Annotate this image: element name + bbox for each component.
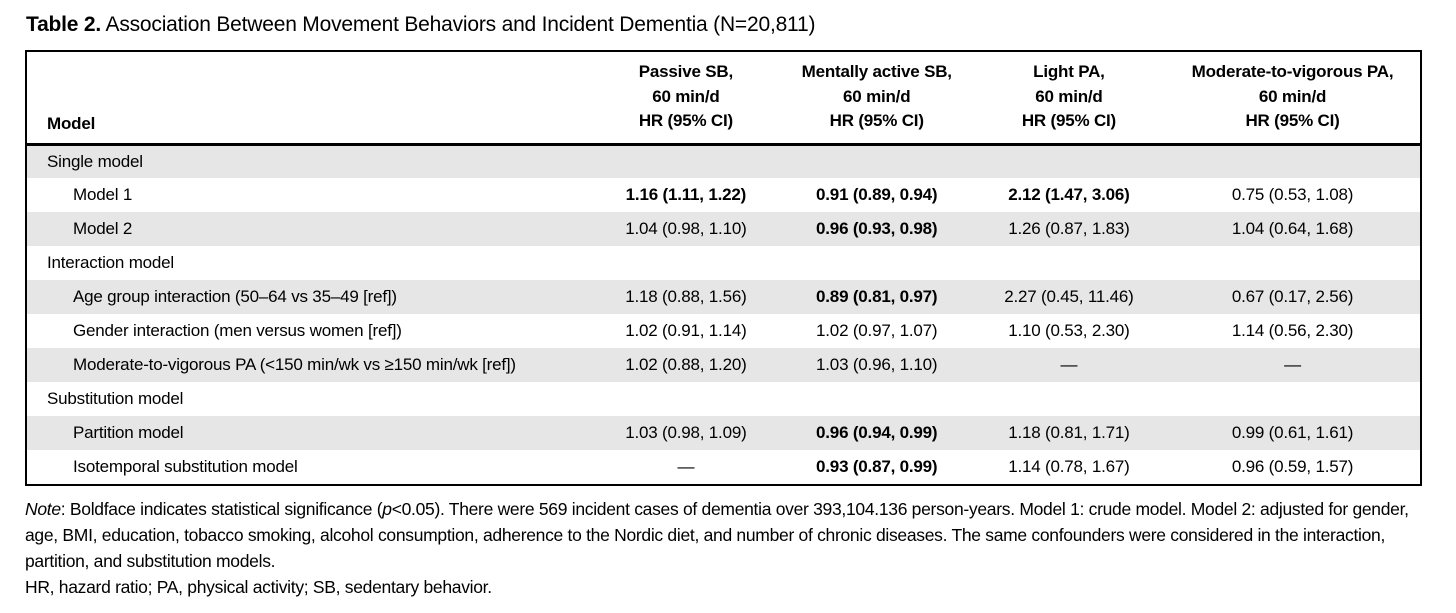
results-table: Model Passive SB, 60 min/d HR (95% CI) M…	[27, 52, 1420, 484]
hr-value: 0.91 (0.89, 0.94)	[816, 185, 938, 205]
hr-value: 1.02 (0.97, 1.07)	[816, 321, 938, 341]
hr-value: 0.96 (0.59, 1.57)	[1231, 457, 1354, 477]
footnote-note: Note: Boldface indicates statistical sig…	[25, 499, 1409, 572]
row-label: Moderate-to-vigorous PA (<150 min/wk vs …	[73, 355, 516, 375]
table-row-gender-interaction: Gender interaction (men versus women [re…	[27, 314, 1420, 348]
column-header-mentally-active-sb: Mentally active SB, 60 min/d HR (95% CI)	[780, 52, 973, 146]
footnote-abbreviations: HR, hazard ratio; PA, physical activity;…	[25, 577, 492, 598]
table-row-model-1: Model 1 1.16 (1.11, 1.22) 0.91 (0.89, 0.…	[27, 178, 1420, 212]
hr-value: 1.18 (0.81, 1.71)	[1008, 423, 1130, 443]
table-row-section-single-model: Single model	[27, 144, 1420, 179]
hr-value: 0.89 (0.81, 0.97)	[816, 287, 938, 307]
hr-value: 0.96 (0.93, 0.98)	[816, 219, 938, 239]
column-header-mvpa: Moderate-to-vigorous PA, 60 min/d HR (95…	[1165, 52, 1420, 146]
table-row-age-group-interaction: Age group interaction (50–64 vs 35–49 [r…	[27, 280, 1420, 315]
results-table-frame: Model Passive SB, 60 min/d HR (95% CI) M…	[25, 50, 1422, 487]
table-footnotes: Note: Boldface indicates statistical sig…	[25, 496, 1432, 600]
column-header-light-pa: Light PA, 60 min/d HR (95% CI)	[972, 52, 1166, 146]
table-row-section-interaction-model: Interaction model	[27, 246, 1420, 280]
hr-value: 0.93 (0.87, 0.99)	[816, 457, 938, 477]
table-row-mvpa-interaction: Moderate-to-vigorous PA (<150 min/wk vs …	[27, 348, 1420, 383]
hr-value: 1.10 (0.53, 2.30)	[1008, 321, 1130, 341]
p-value-symbol: p	[382, 499, 392, 520]
row-label: Interaction model	[47, 253, 175, 273]
table-row-isotemporal-substitution-model: Isotemporal substitution model — 0.93 (0…	[27, 450, 1420, 484]
row-label: Isotemporal substitution model	[73, 457, 298, 477]
hr-value: 1.18 (0.88, 1.56)	[625, 287, 747, 307]
hr-value: 1.04 (0.98, 1.10)	[625, 219, 747, 239]
hr-value: 0.99 (0.61, 1.61)	[1231, 423, 1354, 443]
hr-value: 1.02 (0.88, 1.20)	[625, 355, 747, 375]
hr-value: 0.67 (0.17, 2.56)	[1231, 287, 1354, 307]
hr-value: 1.14 (0.56, 2.30)	[1231, 321, 1354, 341]
header-row: Model Passive SB, 60 min/d HR (95% CI) M…	[27, 52, 1420, 146]
column-header-passive-sb: Passive SB, 60 min/d HR (95% CI)	[591, 52, 781, 146]
hr-value: 1.03 (0.96, 1.10)	[816, 355, 938, 375]
hr-value: 0.75 (0.53, 1.08)	[1231, 185, 1354, 205]
column-header-model: Model	[27, 52, 592, 146]
table-title: Table 2. Association Between Movement Be…	[26, 13, 1432, 37]
row-label: Age group interaction (50–64 vs 35–49 [r…	[73, 287, 397, 307]
table-title-prefix: Table 2.	[26, 13, 102, 36]
hr-value: 1.02 (0.91, 1.14)	[625, 321, 747, 341]
row-label: Model 2	[73, 219, 133, 239]
page: Table 2. Association Between Movement Be…	[25, 13, 1432, 600]
hr-value: 1.26 (0.87, 1.83)	[1008, 219, 1130, 239]
hr-value: 1.14 (0.78, 1.67)	[1008, 457, 1130, 477]
hr-value: 1.03 (0.98, 1.09)	[625, 423, 747, 443]
row-label: Model 1	[73, 185, 133, 205]
hr-value: 1.16 (1.11, 1.22)	[625, 185, 747, 205]
note-label: Note	[25, 499, 61, 520]
table-title-text: Association Between Movement Behaviors a…	[101, 13, 816, 36]
hr-value: 2.27 (0.45, 11.46)	[1004, 287, 1134, 307]
hr-value: 2.12 (1.47, 3.06)	[1008, 185, 1130, 205]
row-label: Gender interaction (men versus women [re…	[73, 321, 402, 341]
row-label: Single model	[47, 152, 143, 172]
hr-value: —	[1060, 355, 1078, 375]
table-row-model-2: Model 2 1.04 (0.98, 1.10) 0.96 (0.93, 0.…	[27, 212, 1420, 247]
row-label: Partition model	[73, 423, 184, 443]
hr-value: —	[677, 457, 695, 477]
hr-value: —	[1284, 355, 1301, 375]
table-row-section-substitution-model: Substitution model	[27, 382, 1420, 416]
hr-value: 1.04 (0.64, 1.68)	[1231, 219, 1354, 239]
row-label: Substitution model	[47, 389, 184, 409]
table-row-partition-model: Partition model 1.03 (0.98, 1.09) 0.96 (…	[27, 416, 1420, 451]
hr-value: 0.96 (0.94, 0.99)	[816, 423, 938, 443]
